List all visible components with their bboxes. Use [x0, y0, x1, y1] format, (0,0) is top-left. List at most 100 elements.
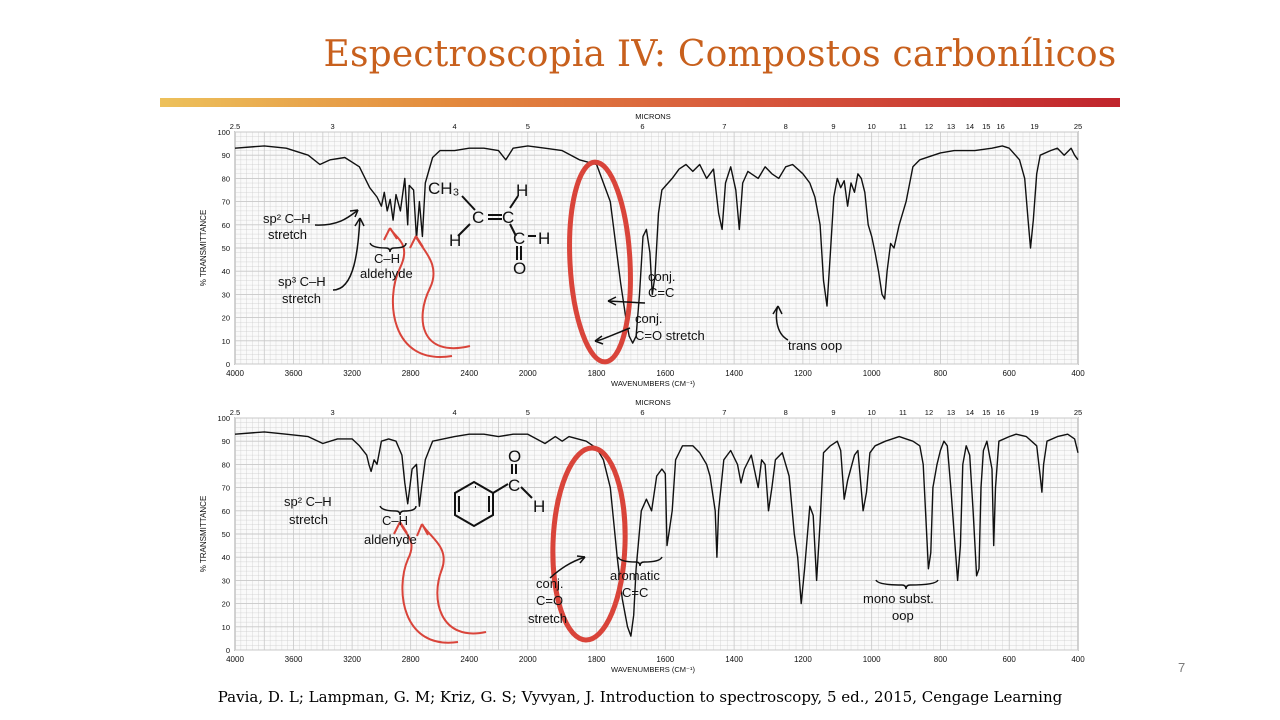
bracket [369, 242, 407, 253]
y-axis-label: % TRANSMITTANCE [199, 210, 208, 287]
structure-atom-label: H [449, 231, 461, 250]
y-tick-label: 40 [222, 553, 230, 562]
x-tick-label: 1800 [588, 655, 606, 664]
y-axis-label: % TRANSMITTANCE [199, 496, 208, 573]
y-tick-label: 100 [217, 128, 230, 137]
structure-atom-label: C [502, 208, 514, 227]
micron-tick-label: 7 [722, 122, 726, 131]
benzaldehyde-structure [454, 464, 533, 528]
structure-atom-label: H [533, 497, 545, 516]
annotation-label: sp² C–H [284, 494, 332, 509]
x-tick-label: 1000 [863, 655, 881, 664]
page-number: 7 [1178, 660, 1186, 675]
micron-tick-label: 19 [1030, 408, 1038, 417]
pointer-arrow [594, 327, 631, 342]
structure-atom-label: O [508, 447, 521, 466]
x-tick-label: 800 [934, 655, 948, 664]
annotation-label: stretch [268, 227, 307, 242]
x-tick-label: 600 [1003, 369, 1017, 378]
micron-tick-label: 4 [452, 408, 456, 417]
y-tick-label: 90 [222, 151, 230, 160]
annotation-label: stretch [282, 291, 321, 306]
micron-tick-label: 4 [452, 122, 456, 131]
annotation-label: aromatic [610, 568, 660, 583]
y-tick-label: 50 [222, 530, 230, 539]
micron-tick-label: 6 [640, 122, 644, 131]
micron-tick-label: 10 [867, 408, 875, 417]
red-curved-arrow [421, 523, 487, 635]
x-tick-label: 1200 [794, 369, 812, 378]
y-tick-label: 10 [222, 337, 230, 346]
micron-tick-label: 2.5 [230, 408, 240, 417]
x-tick-label: 3600 [285, 369, 303, 378]
annotation-label: stretch [289, 512, 328, 527]
structure-atom-label: C [508, 476, 520, 495]
x-tick-label: 400 [1071, 369, 1085, 378]
micron-tick-label: 14 [966, 408, 974, 417]
red-curved-arrow [399, 521, 459, 644]
micron-tick-label: 8 [784, 408, 788, 417]
micron-tick-label: 2.5 [230, 122, 240, 131]
x-tick-label: 4000 [226, 369, 244, 378]
citation: Pavia, D. L; Lampman, G. M; Kriz, G. S; … [217, 688, 1063, 706]
ir-spectrum-chart-bottom: 4000 3600 3200 2800 2400 2000 1800 1600 1400 1200… [190, 394, 1090, 682]
annotation-label: C=C [622, 585, 648, 600]
red-highlight-ellipse [567, 159, 633, 365]
annotation-label: stretch [528, 611, 567, 626]
red-curved-arrow [415, 235, 471, 349]
micron-tick-label: 25 [1074, 408, 1082, 417]
y-tick-label: 20 [222, 600, 230, 609]
x-tick-label: 2000 [519, 655, 537, 664]
y-tick-label: 30 [222, 576, 230, 585]
x-tick-label: 1800 [588, 369, 606, 378]
annotation-label: sp² C–H [263, 211, 311, 226]
ir-spectrum-chart-top: 4000 3600 3200 2800 2400 2000 1800 1600 1400 1200… [190, 108, 1090, 396]
x-tick-label: 2800 [402, 369, 420, 378]
slide-title: Espectroscopia IV: Compostos carbonílico… [323, 34, 1117, 75]
micron-tick-label: 5 [526, 408, 530, 417]
annotation-label: aldehyde [364, 532, 417, 547]
structure-atom-label: O [513, 259, 526, 278]
red-highlight-ellipse [550, 445, 628, 643]
y-tick-label: 30 [222, 290, 230, 299]
x-tick-label: 400 [1071, 655, 1085, 664]
x-tick-label: 800 [934, 369, 948, 378]
annotation-label: aldehyde [360, 266, 413, 281]
y-tick-label: 80 [222, 460, 230, 469]
y-tick-label: 0 [226, 646, 230, 655]
micron-tick-label: 7 [722, 408, 726, 417]
x-tick-label: 3200 [343, 655, 361, 664]
x-tick-label: 1000 [863, 369, 881, 378]
micron-tick-label: 11 [899, 122, 907, 131]
y-tick-label: 70 [222, 484, 230, 493]
bracket [379, 505, 417, 516]
title-underline-bar [160, 98, 1120, 107]
y-tick-label: 40 [222, 267, 230, 276]
annotation-label: C–H [374, 251, 400, 266]
micron-tick-label: 25 [1074, 122, 1082, 131]
micron-tick-label: 15 [982, 122, 990, 131]
x-tick-label: 3600 [285, 655, 303, 664]
micron-tick-label: 5 [526, 122, 530, 131]
pointer-arrow [549, 556, 586, 579]
bracket [617, 556, 663, 567]
x-axis-label: WAVENUMBERS (CM⁻¹) [611, 379, 695, 388]
y-tick-label: 70 [222, 198, 230, 207]
annotation-label: conj. [536, 576, 563, 591]
annotation-label: conj. [635, 311, 662, 326]
pointer-arrow [314, 209, 359, 226]
x-tick-label: 4000 [226, 655, 244, 664]
pointer-arrow [332, 217, 361, 291]
x-tick-label: 600 [1003, 655, 1017, 664]
annotation-label: trans oop [788, 338, 842, 353]
structure-atom-label: CH₃ [428, 179, 459, 198]
micron-tick-label: 15 [982, 408, 990, 417]
micron-tick-label: 3 [331, 408, 335, 417]
micron-tick-label: 13 [947, 408, 955, 417]
x-tick-label: 2000 [519, 369, 537, 378]
micron-tick-label: 16 [996, 122, 1004, 131]
micron-tick-label: 16 [996, 408, 1004, 417]
micron-tick-label: 12 [925, 408, 933, 417]
y-tick-label: 60 [222, 507, 230, 516]
micron-tick-label: 14 [966, 122, 974, 131]
